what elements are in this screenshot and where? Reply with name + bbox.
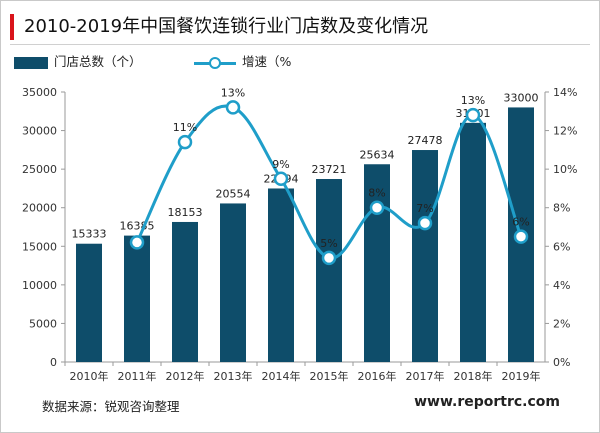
- left-tick-label: 20000: [22, 202, 57, 215]
- bar: [316, 179, 342, 362]
- growth-value-label: 8%: [368, 187, 385, 200]
- bar: [76, 243, 102, 362]
- bar-value-label: 27478: [408, 134, 443, 147]
- left-tick-label: 25000: [22, 163, 57, 176]
- legend-line-swatch: [194, 56, 236, 69]
- legend-item-bar: 门店总数（个）: [14, 52, 142, 72]
- growth-point: [321, 250, 337, 266]
- growth-value-label: 9%: [272, 158, 289, 171]
- legend-label-line: 增速（%: [242, 54, 292, 69]
- x-tick-label: 2017年: [406, 369, 445, 383]
- x-tick-label: 2015年: [310, 369, 349, 383]
- bar: [268, 188, 294, 362]
- left-tick-label: 35000: [22, 86, 57, 99]
- growth-point: [129, 235, 145, 250]
- growth-value-label: 7%: [416, 202, 433, 215]
- x-tick-label: 2014年: [262, 369, 301, 383]
- bar-value-label: 15333: [72, 228, 107, 241]
- bar-value-label: 25634: [360, 148, 395, 161]
- right-tick-label: 10%: [553, 163, 577, 176]
- left-tick-label: 30000: [22, 125, 57, 138]
- growth-point: [369, 200, 385, 215]
- right-tick-label: 4%: [553, 279, 570, 292]
- bar-value-label: 33000: [504, 91, 539, 104]
- bar: [412, 150, 438, 362]
- bar: [220, 203, 246, 362]
- x-tick-label: 2013年: [214, 369, 253, 383]
- growth-value-label: 13%: [461, 94, 485, 107]
- left-tick-label: 5000: [29, 317, 57, 330]
- growth-value-label: 5%: [320, 237, 337, 250]
- right-tick-label: 0%: [553, 356, 570, 369]
- growth-point: [273, 171, 289, 187]
- growth-point: [465, 107, 481, 123]
- growth-point: [417, 215, 433, 231]
- bar: [124, 235, 150, 362]
- growth-point: [177, 134, 193, 150]
- legend-item-line: 增速（%: [194, 52, 291, 72]
- x-tick-label: 2016年: [358, 369, 397, 383]
- x-tick-label: 2018年: [454, 369, 493, 383]
- title-divider: [10, 44, 590, 45]
- right-tick-label: 6%: [553, 240, 570, 253]
- x-tick-label: 2019年: [502, 369, 541, 383]
- right-tick-label: 2%: [553, 317, 570, 330]
- bar-value-label: 20554: [216, 187, 251, 200]
- left-tick-label: 10000: [22, 279, 57, 292]
- bar-value-label: 23721: [312, 163, 347, 176]
- growth-value-label: 11%: [173, 121, 197, 134]
- right-tick-label: 14%: [553, 86, 577, 99]
- growth-value-label: 6%: [512, 216, 529, 229]
- x-tick-label: 2010年: [70, 369, 109, 383]
- growth-value-label: 13%: [221, 86, 245, 99]
- right-tick-label: 12%: [553, 125, 577, 138]
- legend-bar-swatch: [14, 56, 48, 69]
- right-tick-label: 8%: [553, 202, 570, 215]
- x-tick-label: 2012年: [166, 369, 205, 383]
- source-note: 数据来源：锐观咨询整理: [42, 399, 180, 414]
- bar: [364, 164, 390, 362]
- bar-value-label: 16385: [120, 220, 155, 233]
- bar: [172, 221, 198, 362]
- left-tick-label: 15000: [22, 240, 57, 253]
- growth-point: [513, 229, 529, 244]
- left-tick-label: 0: [50, 356, 57, 369]
- bar: [460, 122, 486, 362]
- legend-label-bar: 门店总数（个）: [54, 54, 142, 69]
- bar-value-label: 18153: [168, 206, 203, 219]
- x-tick-label: 2011年: [118, 369, 157, 383]
- title-accent-bar: [10, 14, 14, 40]
- growth-point: [225, 100, 241, 115]
- chart-title: 2010-2019年中国餐饮连锁行业门店数及变化情况: [24, 16, 429, 37]
- website-label: www.reportrc.com: [414, 394, 560, 410]
